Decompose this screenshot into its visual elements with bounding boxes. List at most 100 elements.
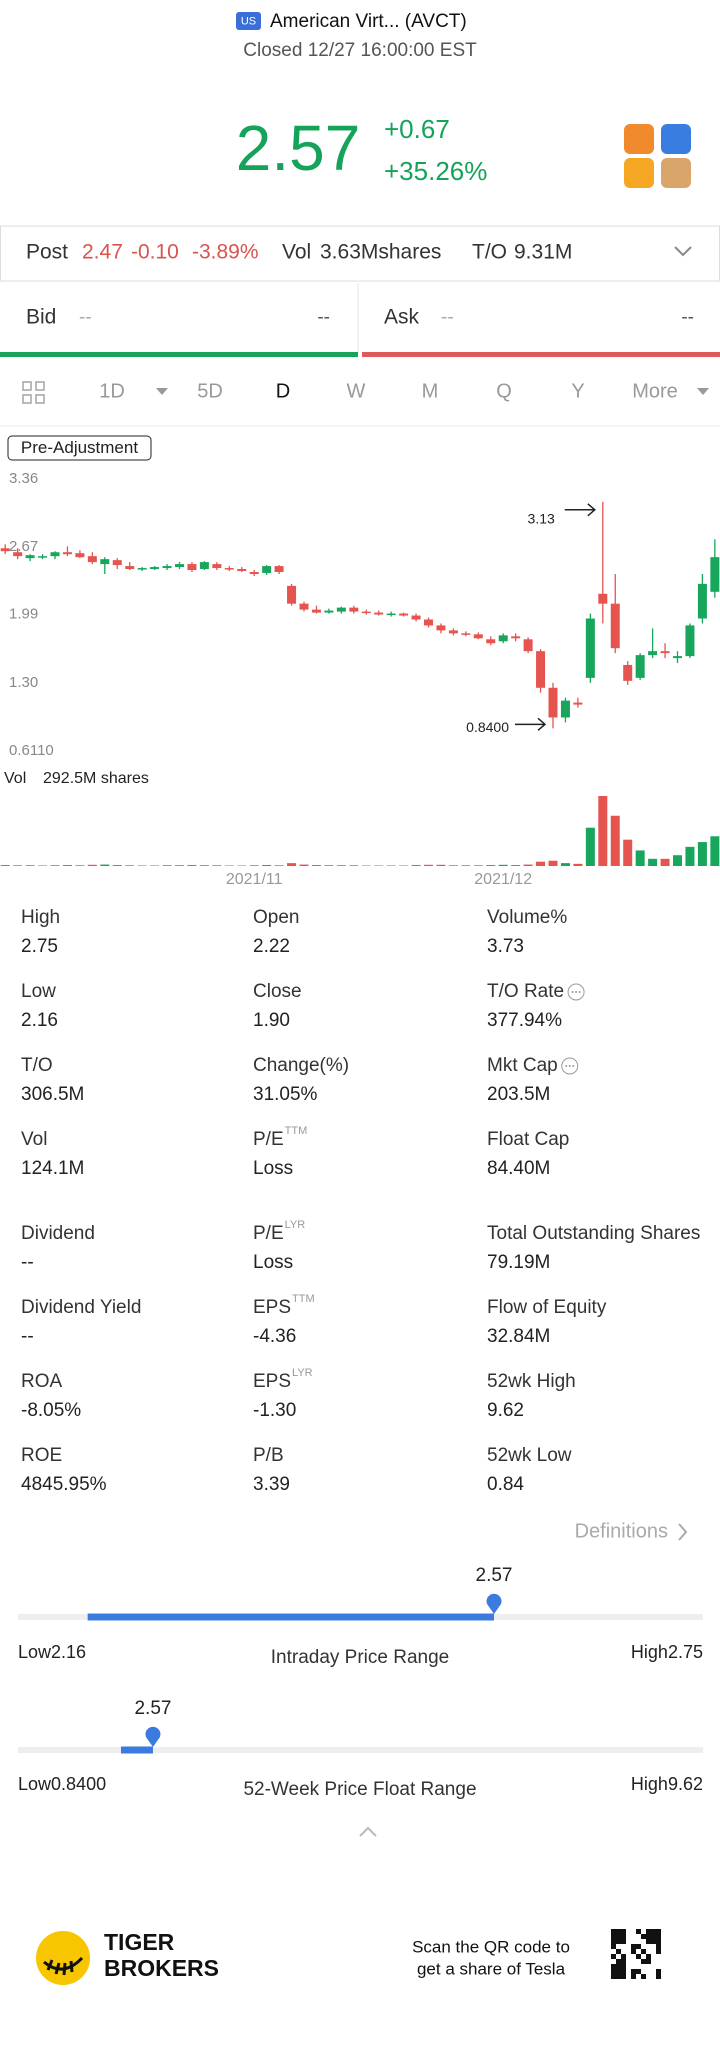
stat-value: -8.05% (21, 1400, 81, 1421)
candle-body (549, 688, 558, 718)
volume-bar (661, 859, 670, 866)
candle-body (38, 556, 47, 558)
chevron (679, 1524, 686, 1540)
range-low-value: 0.8400 (51, 1774, 106, 1794)
post-price: 2.47 (82, 241, 123, 264)
candle-body (499, 635, 508, 641)
stat-sup: LYR (292, 1367, 313, 1379)
y-tick-label: 1.30 (9, 674, 38, 691)
candle-body (673, 656, 682, 658)
period-tab[interactable]: D (276, 380, 290, 402)
candle-body (486, 639, 495, 643)
candle-body (586, 619, 595, 678)
stat-value: 2.16 (21, 1010, 58, 1031)
qr-cell (656, 1939, 661, 1944)
candle-body (212, 564, 221, 568)
candle-body (661, 651, 670, 653)
layout-icon[interactable] (23, 382, 44, 403)
annotation: 3.13 (528, 510, 555, 526)
ask-bar (362, 352, 720, 357)
vol: 3.63Mshares (320, 241, 441, 264)
stat-label: Total Outstanding Shares (487, 1223, 700, 1244)
qr-cell (631, 1969, 636, 1974)
bid-bar (0, 352, 358, 357)
period-tab[interactable]: Y (571, 380, 584, 402)
candle-body (275, 566, 284, 572)
x-tick-label: 2021/12 (474, 871, 532, 888)
icon[interactable] (624, 124, 654, 154)
volume-bar (598, 796, 607, 866)
dropdown-caret (156, 388, 168, 395)
candle-body (511, 636, 520, 638)
icon[interactable] (661, 124, 691, 154)
period-tab[interactable]: 1D (99, 380, 125, 402)
stat-label: Flow of Equity (487, 1297, 607, 1318)
y-tick-label: 1.99 (9, 606, 38, 623)
stat-label: Dividend Yield (21, 1297, 141, 1318)
volume-bar (212, 865, 221, 866)
volume-bar (673, 855, 682, 866)
candle-body (287, 586, 296, 604)
volume-bar (549, 861, 558, 866)
period-tab[interactable]: 5D (197, 380, 223, 402)
y-tick-label: 0.6110 (9, 742, 54, 759)
candle-body (424, 620, 433, 626)
qr-cell (656, 1949, 661, 1954)
stat-label: Mkt Cap (487, 1055, 558, 1076)
candle-body (88, 556, 97, 562)
candle-body (51, 552, 60, 556)
qr-cell (631, 1949, 636, 1954)
volume-bar (524, 865, 533, 866)
period-tab[interactable]: Q (496, 380, 512, 402)
annotation: 0.8400 (466, 719, 509, 735)
stat-label: Vol (21, 1129, 47, 1150)
qr-cell (616, 1969, 621, 1974)
volume-bar (648, 859, 657, 866)
volume-bar (262, 865, 271, 866)
stat-label: Low (21, 981, 56, 1002)
stat-sup: LYR (285, 1219, 306, 1231)
ask-label: Ask (384, 306, 420, 329)
stat-value: 31.05% (253, 1084, 318, 1105)
stat-label: 52wk High (487, 1371, 576, 1392)
qr-cell (651, 1934, 656, 1939)
icon[interactable] (624, 158, 654, 188)
stock-name: American Virt... (AVCT) (270, 11, 467, 32)
volume-bar (461, 865, 470, 866)
stat-value: 84.40M (487, 1158, 550, 1179)
candle-body (449, 630, 458, 633)
candle-body (200, 562, 209, 569)
stat-value: Loss (253, 1252, 293, 1273)
definitions[interactable]: Definitions (575, 1520, 668, 1542)
adjustment-badge[interactable]: Pre-Adjustment (21, 438, 138, 457)
annotation-arrow (565, 504, 595, 516)
range-pin (145, 1727, 160, 1747)
candle-body (187, 564, 196, 570)
volume-bar (536, 862, 545, 866)
period-tab[interactable]: W (347, 380, 366, 402)
volume-bar (175, 865, 184, 866)
qr-cell (641, 1959, 646, 1964)
candle-body (349, 608, 358, 612)
range-current: 2.57 (134, 1698, 171, 1719)
post-change-pct: -3.89% (192, 241, 259, 264)
candle-body (685, 625, 694, 656)
candle-body (63, 552, 72, 554)
collapse[interactable] (360, 1828, 376, 1836)
period-tab[interactable]: More (632, 380, 678, 402)
qr-cell (616, 1934, 621, 1939)
candle-body (113, 560, 122, 565)
candle-body (362, 612, 371, 614)
qr-cell (621, 1954, 626, 1959)
period-tab[interactable]: M (422, 380, 439, 402)
candle-body (175, 564, 184, 567)
qr-cell (641, 1974, 646, 1979)
dropdown-caret (697, 388, 709, 395)
volume-bar (13, 865, 22, 866)
candle-body (138, 568, 147, 570)
qr-cell (636, 1954, 641, 1959)
stat-value: 377.94% (487, 1010, 562, 1031)
icon[interactable] (661, 158, 691, 188)
